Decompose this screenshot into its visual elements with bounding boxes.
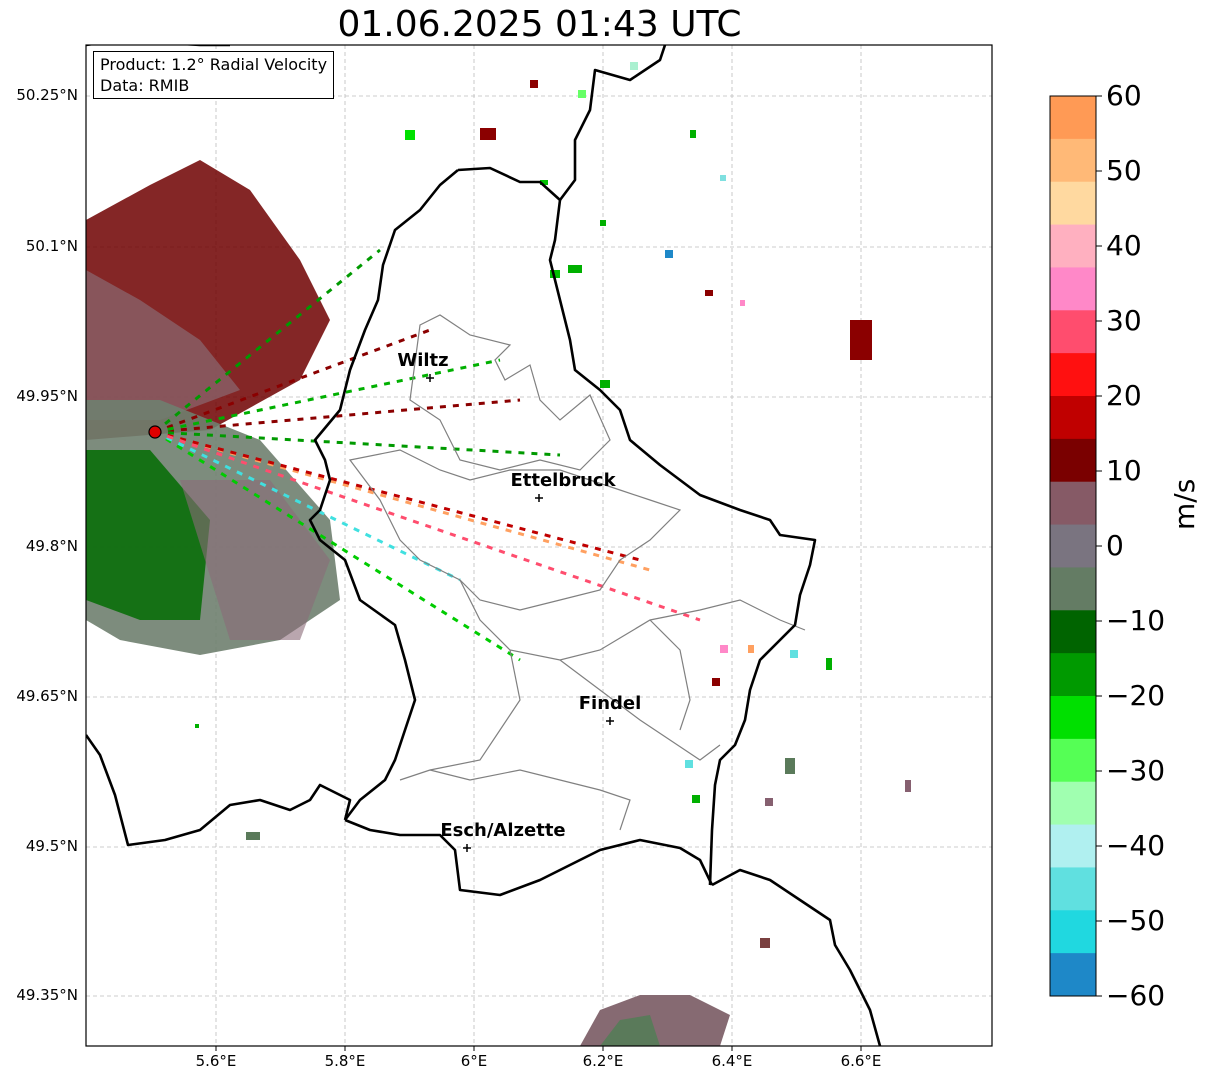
- city-label-findel: Findel: [578, 693, 642, 714]
- product-info-box: Product: 1.2° Radial Velocity Data: RMIB: [93, 51, 335, 99]
- colorbar-swatch: [1050, 567, 1096, 611]
- colorbar-swatch: [1050, 224, 1096, 268]
- colorbar-tick-label: 50: [1106, 154, 1142, 187]
- lat-label: 49.5°N: [25, 837, 78, 855]
- colorbar-swatch: [1050, 953, 1096, 997]
- colorbar-swatch: [1050, 353, 1096, 397]
- colorbar: [1049, 95, 1102, 997]
- colorbar-swatch: [1050, 781, 1096, 826]
- radar-site-marker: [148, 425, 162, 439]
- data-source-label: Data: RMIB: [100, 76, 190, 95]
- lat-label: 49.8°N: [25, 537, 78, 555]
- colorbar-swatch: [1050, 396, 1096, 440]
- product-label: Product: 1.2° Radial Velocity: [100, 55, 328, 74]
- colorbar-tick-label: 40: [1106, 229, 1142, 262]
- colorbar-tick-label: −10: [1106, 604, 1166, 637]
- colorbar-swatch: [1050, 867, 1096, 911]
- colorbar-swatch: [1050, 696, 1096, 740]
- lat-label: 49.65°N: [16, 687, 78, 705]
- lon-label: 5.6°E: [195, 1052, 237, 1070]
- colorbar-swatch: [1050, 610, 1096, 654]
- lat-label: 50.25°N: [16, 86, 78, 104]
- colorbar-unit-label: m/s: [1168, 478, 1201, 530]
- colorbar-swatch: [1050, 653, 1096, 697]
- colorbar-swatch: [1050, 481, 1096, 526]
- colorbar-tick-label: 0: [1106, 529, 1124, 562]
- colorbar-tick-label: 60: [1106, 79, 1142, 112]
- lat-label: 49.95°N: [16, 387, 78, 405]
- lon-label: 6.2°E: [582, 1052, 624, 1070]
- lon-label: 6.6°E: [840, 1052, 882, 1070]
- colorbar-swatch: [1050, 96, 1096, 140]
- colorbar-tick-label: −30: [1106, 754, 1166, 787]
- colorbar-swatch: [1050, 524, 1096, 568]
- colorbar-tick-label: 30: [1106, 304, 1142, 337]
- map-frame: [85, 44, 993, 1047]
- colorbar-tick-label: 10: [1106, 454, 1142, 487]
- city-label-ettelbruck: Ettelbruck: [510, 470, 616, 491]
- lat-label: 49.35°N: [16, 986, 78, 1004]
- city-label-wiltz: Wiltz: [397, 350, 449, 371]
- colorbar-swatch: [1050, 824, 1096, 868]
- colorbar-swatch: [1050, 138, 1096, 183]
- lon-label: 6.4°E: [711, 1052, 753, 1070]
- city-label-esch-alzette: Esch/Alzette: [440, 820, 566, 841]
- colorbar-swatch: [1050, 310, 1096, 354]
- colorbar-tick-label: 20: [1106, 379, 1142, 412]
- map-title: 01.06.2025 01:43 UTC: [337, 4, 742, 45]
- lon-label: 5.8°E: [324, 1052, 366, 1070]
- colorbar-swatch: [1050, 910, 1096, 954]
- colorbar-swatch: [1050, 267, 1096, 311]
- national-border: [86, 45, 882, 1046]
- colorbar-tick-label: −40: [1106, 829, 1166, 862]
- radar-echo-field: [86, 62, 911, 1046]
- colorbar-tick-label: −60: [1106, 979, 1166, 1012]
- colorbar-tick-label: −20: [1106, 679, 1166, 712]
- colorbar-tick-label: −50: [1106, 904, 1166, 937]
- colorbar-swatch: [1050, 438, 1096, 483]
- colorbar-swatch: [1050, 738, 1096, 783]
- city-markers: [426, 374, 614, 852]
- lon-label: 6°E: [460, 1052, 488, 1070]
- inner-boundaries: [348, 314, 806, 831]
- colorbar-swatch: [1050, 181, 1096, 226]
- lat-label: 50.1°N: [25, 237, 78, 255]
